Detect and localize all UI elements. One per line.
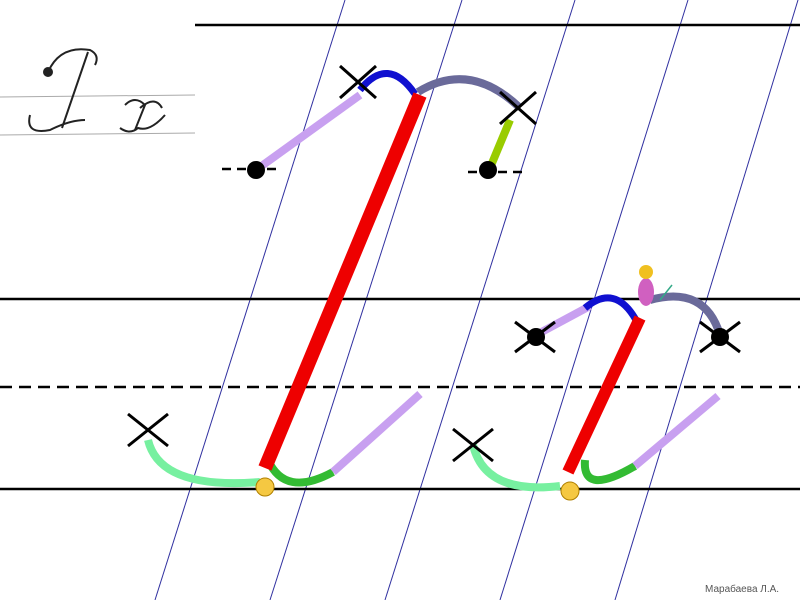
bird — [638, 265, 673, 306]
smiley — [255, 477, 580, 501]
small-x-strokes — [469, 292, 724, 492]
start-dots — [247, 161, 729, 346]
author: Марабаева Л.А. — [705, 583, 779, 595]
capital-x-strokes — [144, 70, 523, 488]
letter-sample — [0, 48, 196, 136]
